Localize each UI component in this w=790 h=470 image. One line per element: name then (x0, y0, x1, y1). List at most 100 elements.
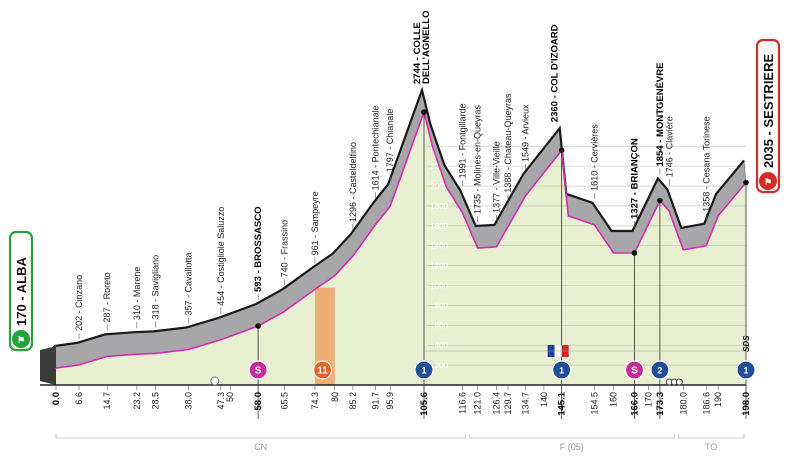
sprint-marker-icon: S (624, 360, 645, 380)
waypoint-dot (657, 197, 663, 204)
km-tick-label: 198.0 (741, 392, 752, 416)
altitude-tick-label: 1400 (430, 242, 448, 251)
place-label: 1296 - Casteldelfino (348, 142, 358, 222)
kom-marker-circle (414, 360, 434, 380)
place-label: 1327 - BRIANÇON (629, 138, 640, 219)
altitude-tick-label: 2400 (430, 142, 448, 151)
place-label: 1991 - Fontgillarde (457, 103, 467, 178)
feed-zone-band (314, 287, 335, 385)
altitude-tick-label: 2000 (430, 182, 448, 191)
start-label: 170 - ALBA (14, 257, 29, 326)
place-label: 1797 - Chianale (385, 109, 395, 173)
km-tick-label: 23.2 (132, 392, 142, 410)
start-flag-icon (12, 330, 30, 348)
region-label: CN (254, 442, 267, 452)
place-label: 357 - Cavallotta (183, 252, 193, 315)
km-tick-label: 28.5 (150, 392, 160, 410)
place-label: 287 - Roreto (102, 272, 112, 322)
waypoint-dot (421, 109, 427, 115)
kom-marker-icon: 1 (736, 360, 756, 380)
kom-marker-icon: 1 (414, 360, 434, 380)
finish-flag-glyph: ⚑ (764, 177, 772, 187)
km-tick-label: 186.6 (701, 392, 711, 415)
kom-marker-label: 1 (421, 366, 426, 376)
region-bracket (55, 434, 466, 439)
finish-label: 2035 - SESTRIERE (761, 54, 776, 168)
sponsor-mark: SDS (742, 335, 751, 352)
km-tick-label: 85.2 (348, 392, 358, 410)
km-tick-label: 160 (609, 392, 619, 407)
km-tick-label: 129.7 (503, 392, 513, 415)
place-label: 1746 - Clavière (664, 116, 674, 177)
km-tick-label: 91.7 (371, 392, 381, 410)
kom-marker-label: 2 (657, 366, 662, 376)
km-tick-label: 14.7 (102, 392, 112, 410)
km-tick-label: 126.4 (491, 392, 501, 415)
region-bracket (677, 434, 745, 439)
place-label: 1735 - Molines-en-Queyras (473, 104, 483, 214)
summit-label: 2360 - COL D'IZOARD (550, 24, 561, 122)
sprint-marker-icon: S (248, 360, 268, 380)
km-tick-label: 80 (330, 392, 340, 402)
km-tick-label: 166.0 (629, 392, 640, 416)
km-tick-label: 74.3 (310, 392, 320, 410)
altitude-tick-label: 400 (435, 341, 449, 350)
km-tick-label: 154.5 (589, 392, 599, 415)
sprint-marker-circle (248, 360, 268, 380)
place-label: 1614 - Pontechianale (371, 105, 381, 190)
place-label: 1358 - Cesana Torinese (701, 116, 711, 211)
start-flag-glyph: ⚑ (17, 335, 25, 345)
altitude-tick-label: 1200 (430, 262, 448, 271)
sprint-marker-label: S (631, 366, 638, 377)
finish-flag-icon (759, 172, 777, 190)
km-tick-label: 47.3 (216, 392, 226, 410)
kom-marker-label: 1 (559, 366, 564, 376)
altitude-tick-label: 1800 (430, 202, 448, 211)
feed-marker-label: 11 (317, 366, 328, 377)
km-tick-label: 58.0 (253, 392, 264, 411)
km-tick-label: 145.1 (557, 391, 568, 415)
start-badge: ⚑ 170 - ALBA (8, 230, 34, 352)
km-tick-label: 190 (713, 392, 723, 407)
km-tick-label: 38.0 (183, 392, 193, 410)
place-label: 1377 - Ville-Vieille (491, 141, 501, 213)
region-label: F (05) (560, 442, 584, 452)
altitude-tick-label: 1600 (430, 222, 448, 231)
km-tick-label: 134.7 (520, 392, 530, 415)
mountain-ridge-line (52, 86, 745, 348)
sprint-marker-circle (624, 360, 645, 380)
place-label: 1854 - MONTGENÈVRE (655, 63, 666, 167)
km-tick-label: 0.0 (51, 392, 62, 405)
km-tick-label: 65.5 (279, 392, 289, 410)
region-label: TO (705, 442, 717, 452)
place-label: 1610 - Cervières (589, 124, 599, 191)
feed-marker-icon: 11 (312, 360, 333, 380)
finish-badge-box (755, 38, 781, 194)
altitude-tick-label: 200 (435, 361, 449, 370)
waypoint-dot (255, 323, 261, 329)
feed-marker-circle (312, 360, 333, 380)
km-tick-label: 105.6 (419, 392, 430, 416)
road-line (55, 109, 747, 370)
kom-marker-circle (736, 360, 756, 380)
place-label: 1388 - Chateau-Queyras (503, 93, 513, 193)
place-label: 454 - Costigliole Saluzzo (216, 207, 226, 306)
kom-marker-icon: 1 (552, 360, 572, 380)
start-badge-box (8, 230, 34, 352)
waypoint-dot (743, 179, 749, 186)
km-tick-label: 6.6 (74, 392, 84, 405)
sprint-marker-label: S (255, 366, 262, 377)
place-label: 1549 - Arvieux (520, 104, 530, 162)
region-bracket (468, 434, 675, 439)
summit-label: 2744 - COLLE (412, 22, 423, 84)
start-wall (40, 346, 56, 385)
km-tick-label: 140 (539, 392, 549, 407)
place-label: 310 - Marene (132, 267, 142, 321)
km-tick-label: 173.3 (655, 392, 666, 416)
finish-badge: ⚑ 2035 - SESTRIERE (755, 38, 781, 194)
altitude-tick-label: 800 (435, 301, 449, 310)
place-label: 593 - BROSSASCO (253, 206, 264, 292)
place-label: 318 - Savigliano (150, 255, 160, 320)
